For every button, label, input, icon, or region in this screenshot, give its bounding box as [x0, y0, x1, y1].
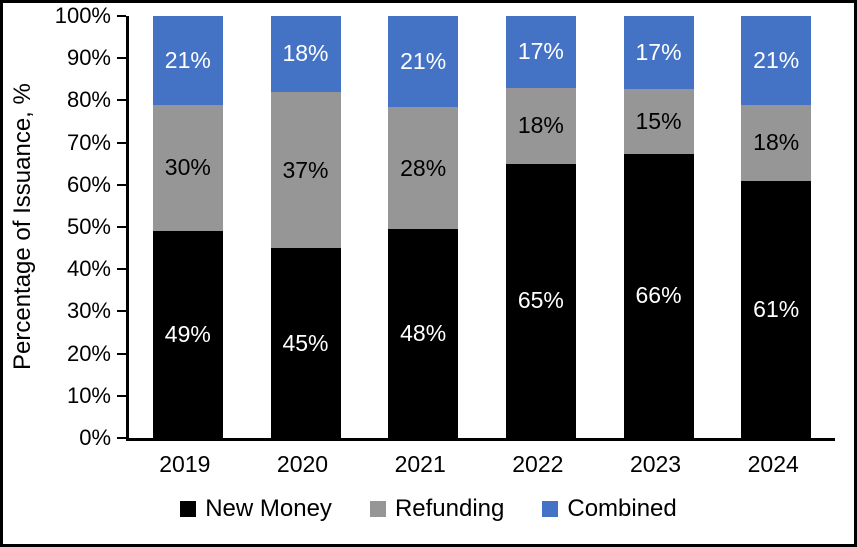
x-tick-label: 2022 [512, 451, 564, 477]
bar-value-label: 66% [635, 282, 682, 309]
bar-value-label: 45% [282, 329, 329, 356]
bar-segment-new-money: 45% [270, 248, 341, 438]
bar-slot: 17% 15% 66% [600, 16, 718, 438]
legend-swatch-icon [180, 501, 197, 517]
y-tick-label: 60% [66, 171, 111, 197]
x-tick-label: 2021 [394, 451, 446, 477]
bar-slot: 17% 18% 65% [482, 16, 600, 438]
y-tick-mark [117, 394, 126, 397]
x-tick-label: 2023 [629, 451, 682, 477]
y-tick-mark [117, 352, 126, 355]
y-tick-mark [117, 141, 126, 144]
y-tick-mark [117, 437, 126, 439]
legend-item-new-money: New Money [180, 495, 332, 523]
bar-value-label: 61% [753, 295, 800, 322]
bar-value-label: 18% [753, 129, 800, 156]
x-axis-labels: 2019 2020 2021 2022 2023 2024 [126, 451, 832, 478]
bar-segment-refunding: 37% [270, 91, 341, 249]
legend-item-refunding: Refunding [369, 495, 505, 523]
bar-segment-refunding: 28% [388, 107, 459, 230]
x-tick-label: 2024 [747, 451, 799, 477]
bar-value-label: 18% [282, 40, 329, 67]
stacked-bar-2020: 18% 37% 45% [270, 16, 341, 438]
bar-segment-new-money: 61% [741, 180, 812, 438]
plot-area: 21% 30% 49% 18% 37% 45% 21% 28% 48% 17% 18% 65% 17% 1… [117, 15, 835, 441]
bar-slot: 21% 18% 61% [717, 16, 835, 438]
legend-swatch-icon [369, 501, 386, 517]
bar-segment-refunding: 18% [741, 104, 812, 181]
y-tick-mark [117, 15, 126, 17]
bar-value-label: 49% [164, 321, 211, 348]
legend-label: Combined [567, 495, 677, 522]
y-tick-mark [117, 226, 126, 228]
y-tick-label: 20% [66, 340, 111, 366]
x-tick-label: 2020 [276, 451, 329, 477]
bar-value-label: 21% [753, 46, 800, 73]
bar-value-label: 21% [400, 48, 447, 75]
legend: New Money Refunding Combined [3, 495, 854, 523]
bar-segment-new-money: 49% [152, 231, 223, 438]
y-tick-label: 0% [79, 425, 111, 450]
bar-value-label: 65% [517, 287, 564, 314]
bar-segment-refunding: 18% [505, 87, 576, 164]
bar-slot: 18% 37% 45% [247, 16, 365, 438]
bar-value-label: 48% [400, 320, 447, 347]
legend-label: Refunding [394, 495, 505, 522]
bar-segment-combined: 17% [623, 16, 694, 90]
bar-value-label: 30% [164, 154, 211, 181]
y-tick-mark [117, 99, 126, 102]
y-tick-label: 30% [66, 298, 111, 324]
bar-segment-combined: 18% [270, 16, 341, 92]
y-tick-label: 40% [66, 256, 111, 282]
y-tick-mark [117, 310, 126, 313]
y-tick-mark [117, 183, 126, 186]
bar-value-label: 28% [400, 154, 447, 181]
bar-value-label: 15% [635, 107, 682, 134]
bar-segment-refunding: 15% [623, 89, 694, 154]
bar-segment-new-money: 66% [623, 153, 694, 438]
legend-label: New Money [205, 495, 332, 522]
stacked-bar-2021: 21% 28% 48% [388, 16, 459, 438]
bar-segment-combined: 21% [741, 16, 812, 105]
bar-value-label: 17% [517, 38, 564, 65]
stacked-bar-2022: 17% 18% 65% [505, 16, 576, 438]
y-tick-mark [117, 268, 126, 271]
bar-value-label: 21% [164, 46, 211, 73]
stacked-bar-2019: 21% 30% 49% [152, 16, 223, 438]
bar-slot: 21% 30% 49% [129, 16, 247, 438]
y-tick-label: 50% [66, 214, 111, 239]
y-tick-label: 100% [54, 3, 111, 28]
y-tick-label: 80% [66, 87, 111, 113]
y-tick-mark [117, 57, 126, 60]
bar-segment-new-money: 48% [388, 229, 459, 438]
legend-swatch-icon [542, 501, 559, 517]
bar-segment-combined: 21% [388, 16, 459, 108]
bar-segment-combined: 21% [152, 16, 223, 105]
stacked-bar-2024: 21% 18% 61% [741, 16, 812, 438]
y-tick-label: 10% [66, 382, 111, 408]
bar-segment-refunding: 30% [152, 104, 223, 232]
bars-container: 21% 30% 49% 18% 37% 45% 21% 28% 48% 17% 18% 65% 17% 1… [129, 16, 835, 438]
bar-value-label: 37% [282, 156, 329, 183]
bar-segment-combined: 17% [505, 16, 576, 88]
x-tick-label: 2019 [159, 451, 211, 477]
stacked-bar-2023: 17% 15% 66% [623, 16, 694, 438]
y-tick-label: 70% [66, 129, 111, 155]
bar-value-label: 18% [517, 112, 564, 139]
bar-value-label: 17% [635, 39, 682, 66]
bar-segment-new-money: 65% [505, 163, 576, 438]
legend-item-combined: Combined [542, 495, 677, 523]
bar-slot: 21% 28% 48% [364, 16, 482, 438]
y-tick-label: 90% [66, 45, 111, 71]
